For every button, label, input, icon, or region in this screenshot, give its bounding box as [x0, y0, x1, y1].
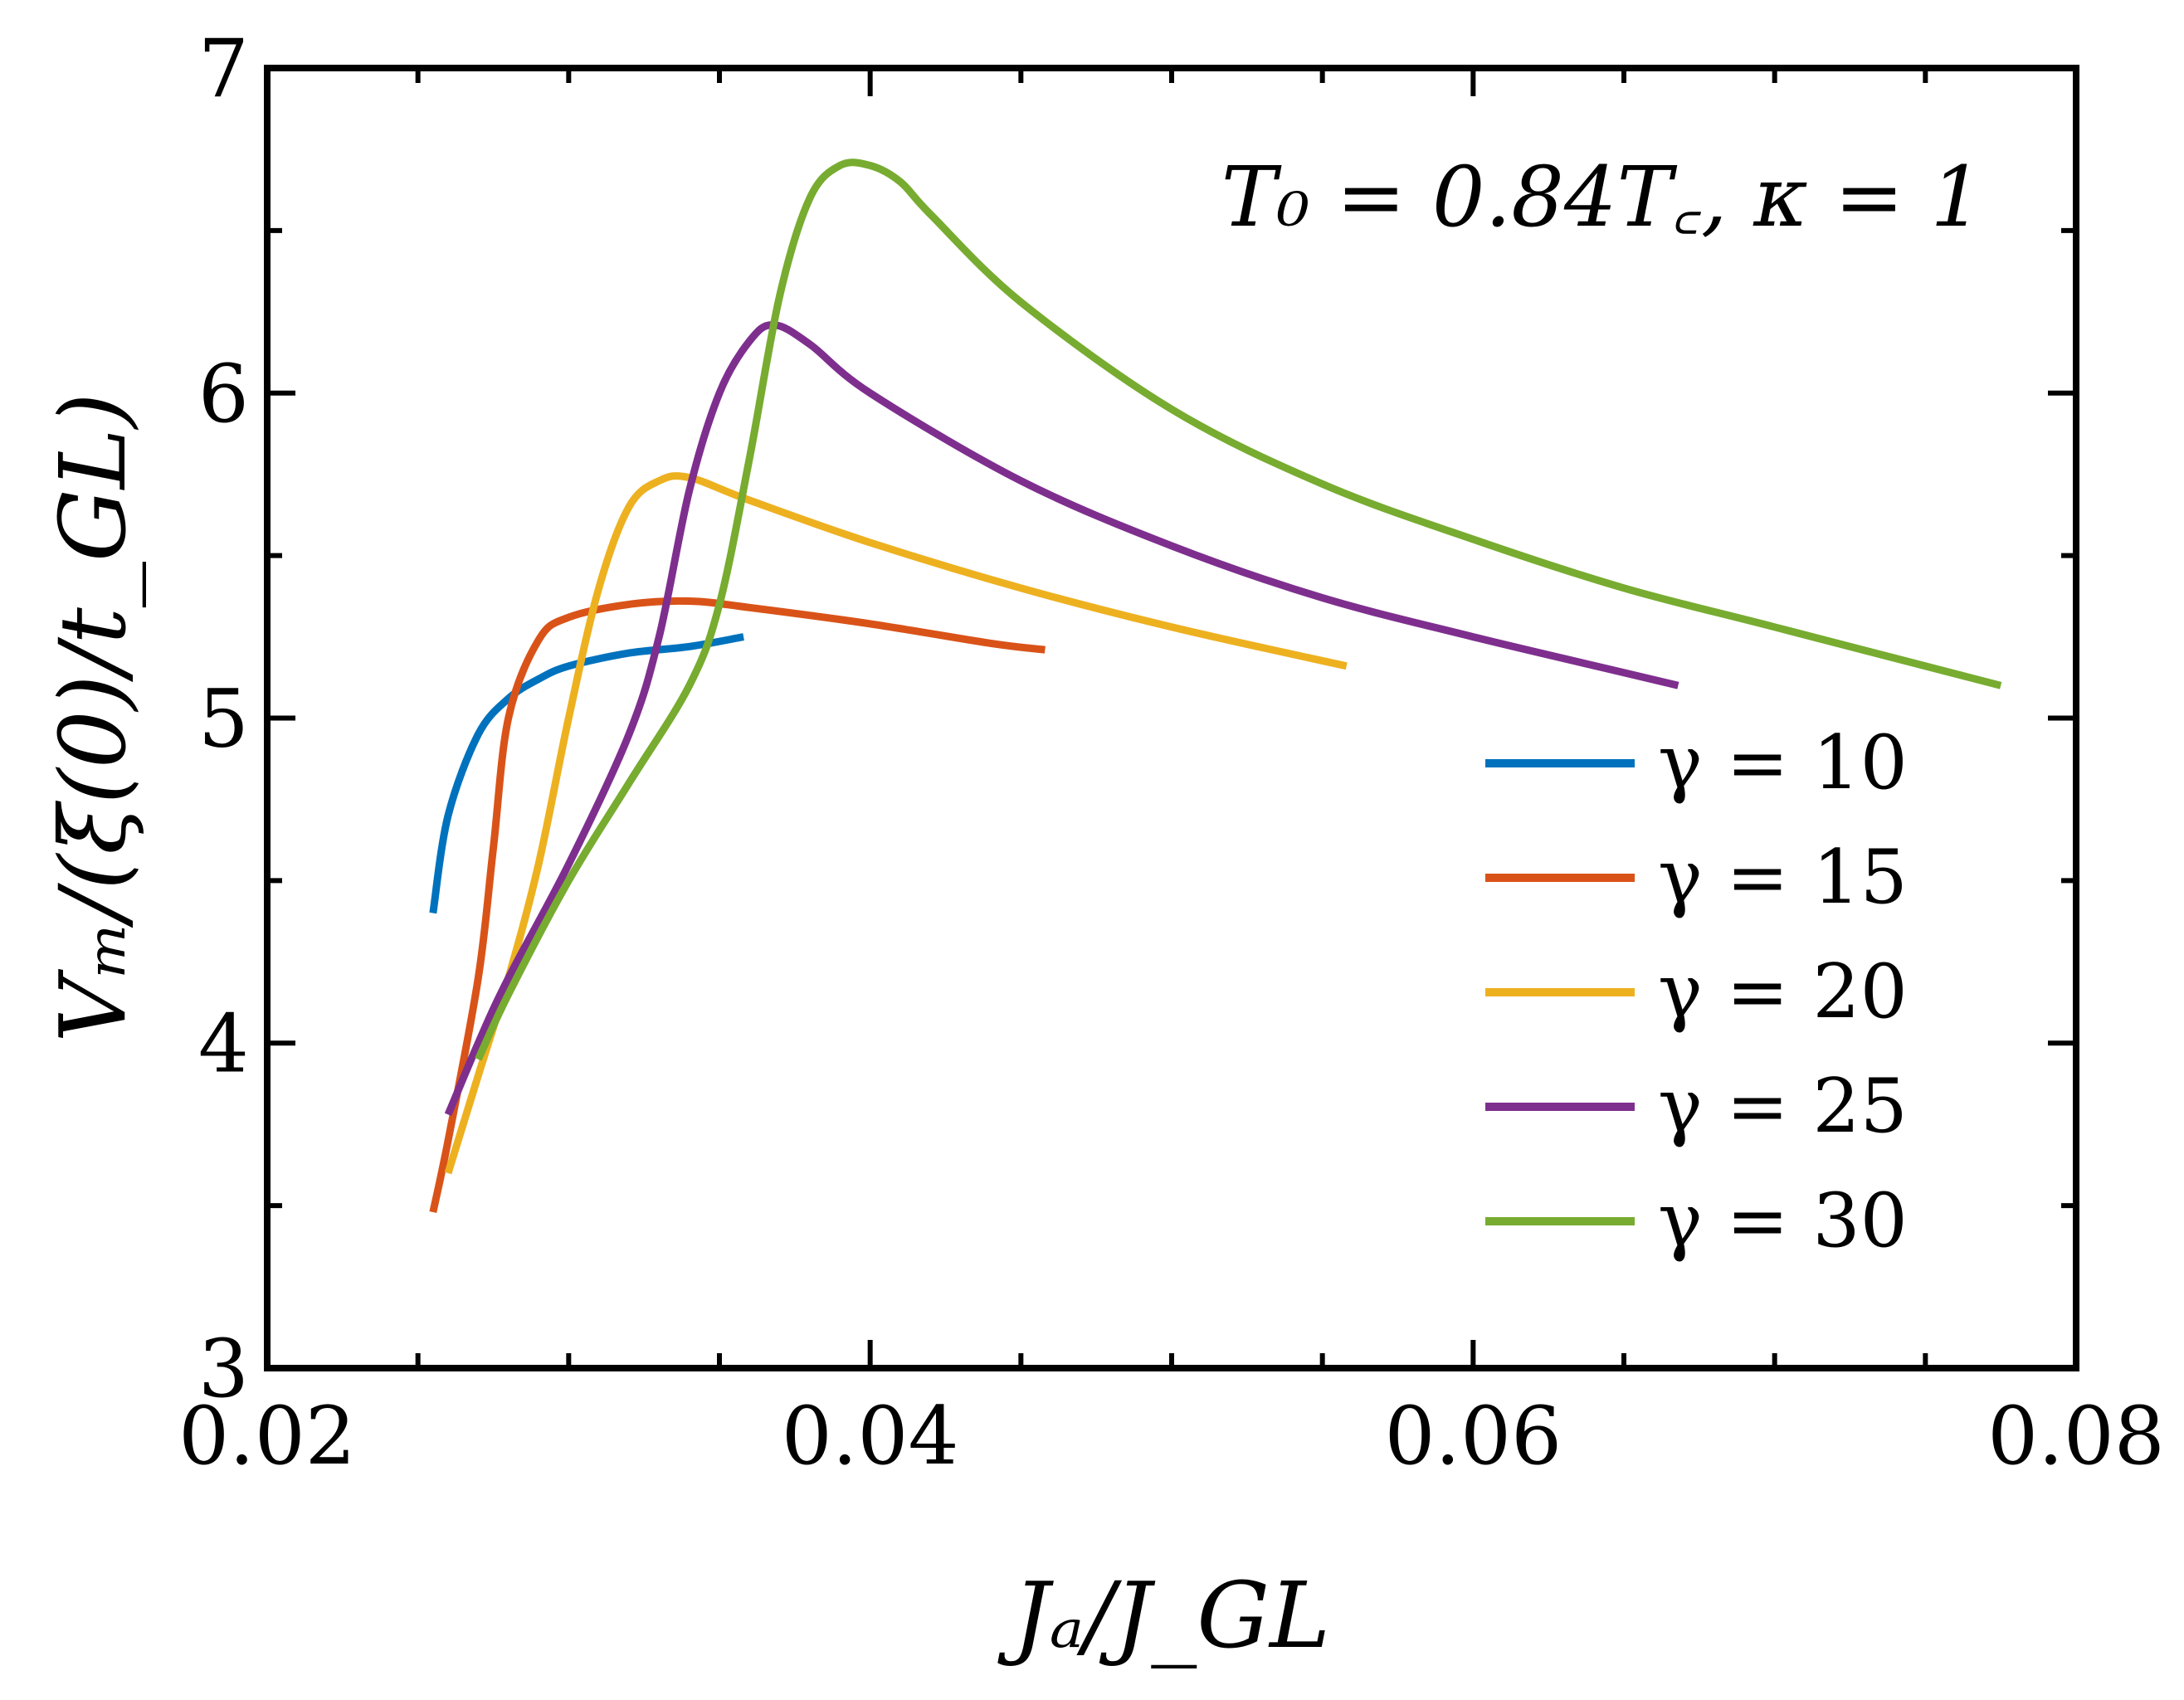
- legend-label: γ = 25: [1658, 1063, 1908, 1150]
- legend-label: γ = 10: [1658, 719, 1908, 806]
- series-lines: [429, 158, 2002, 1213]
- y-tick-label: 5: [198, 673, 249, 766]
- x-tick-label: 0.02: [178, 1390, 356, 1483]
- series-line-4: [475, 158, 2002, 1061]
- series-line-2: [444, 472, 1348, 1175]
- legend-label: γ = 30: [1658, 1177, 1908, 1264]
- series-line-3: [444, 320, 1679, 1117]
- series-line-1: [429, 597, 1046, 1213]
- y-tick-label: 3: [198, 1322, 249, 1415]
- x-tick-label: 0.08: [1987, 1390, 2165, 1483]
- legend-label: γ = 20: [1658, 948, 1908, 1035]
- tick-labels: 0.02 0.04 0.06 0.08 3 4 5 6 7: [178, 22, 2165, 1483]
- y-tick-label: 6: [198, 348, 249, 441]
- legend: γ = 10 γ = 15 γ = 20 γ = 25 γ = 30: [1485, 719, 1908, 1264]
- condition-annotation: T₀ = 0.84T꜀, κ = 1: [1221, 149, 1983, 246]
- legend-label: γ = 15: [1658, 834, 1908, 921]
- plot-frame: [264, 65, 2079, 1371]
- x-axis-title: Jₐ/J_GL: [997, 1562, 1330, 1668]
- series-line-0: [429, 633, 744, 914]
- y-tick-label: 7: [198, 22, 249, 115]
- axis-ticks: [265, 66, 2079, 1371]
- y-tick-label: 4: [198, 997, 249, 1090]
- x-tick-label: 0.06: [1384, 1390, 1562, 1483]
- x-tick-label: 0.04: [782, 1390, 959, 1483]
- y-axis-title: Vₘ/(ξ(0)/t_GL): [40, 392, 146, 1042]
